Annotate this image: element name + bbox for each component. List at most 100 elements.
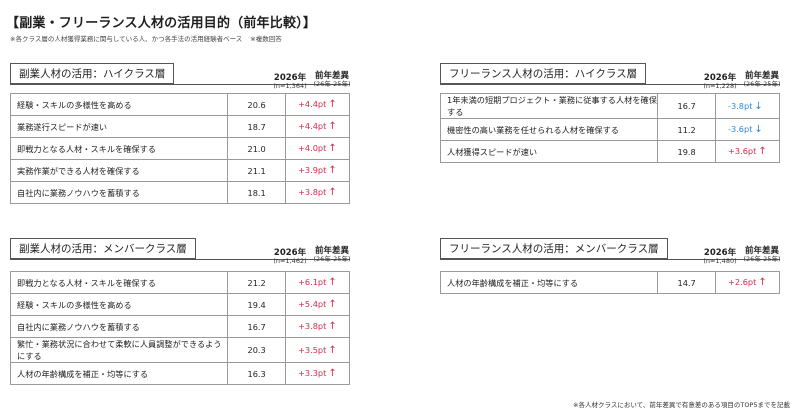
table-row: 人材獲得スピードが速い 19.8 +3.6pt ↑ [439,140,780,163]
row-diff: +5.4pt ↑ [285,293,350,316]
table-row: 経験・スキルの多様性を高める 20.6 +4.4pt ↑ [9,93,350,116]
panel-divider [440,259,780,260]
sample-size: (n=1,364) [273,81,307,90]
data-table: 人材の年齢構成を補正・均等にする 14.7 +2.6pt ↑ [439,271,780,294]
diff-value: +3.8pt [298,187,327,197]
arrow-up-icon: ↑ [328,299,337,310]
row-diff: +4.0pt ↑ [285,137,350,160]
rows: 1年未満の短期プロジェクト・業務に従事する人材を確保する 16.7 -3.8pt ↓ 機… [439,93,780,163]
data-table: 経験・スキルの多様性を高める 20.6 +4.4pt ↑ 業務遂行スピードが速い 18.7… [9,93,350,204]
panel-title: フリーランス人材の活用：ハイクラス層 [440,63,647,84]
row-value: 18.1 [227,181,287,204]
row-diff: +3.9pt ↑ [285,159,350,182]
table-row: 即戦力となる人材・スキルを確保する 21.0 +4.0pt ↑ [9,137,350,160]
arrow-down-icon: ↓ [754,124,763,135]
panel-freelance-member-class: フリーランス人材の活用：メンバークラス層 2026年 (n=1,480) 前年差… [439,237,780,294]
row-diff: +3.6pt ↑ [715,140,780,163]
row-diff: +4.4pt ↑ [285,115,350,138]
row-diff: +6.1pt ↑ [285,271,350,294]
table-row: 人材の年齢構成を補正・均等にする 16.3 +3.3pt ↑ [9,362,350,385]
diff-column-header: 前年差異 (26年-25年) [732,72,792,88]
arrow-up-icon: ↑ [328,321,337,332]
diff-value: +3.6pt [728,146,757,156]
diff-value: +3.8pt [298,321,327,331]
table-row: 1年未満の短期プロジェクト・業務に従事する人材を確保する 16.7 -3.8pt ↓ [439,93,780,119]
arrow-up-icon: ↑ [328,368,337,379]
table-row: 即戦力となる人材・スキルを確保する 21.2 +6.1pt ↑ [9,271,350,294]
diff-value: -3.8pt [728,100,753,111]
multiple-answer-note: ※複数回答 [250,35,282,43]
arrow-up-icon: ↑ [758,277,767,288]
diff-value: +6.1pt [298,277,327,287]
panel-side-job-high-class: 副業人材の活用：ハイクラス層 2026年 (n=1,364) 前年差異 (26年… [9,62,350,204]
arrow-up-icon: ↑ [328,277,337,288]
row-label: 自社内に業務ノウハウを蓄積する [9,315,229,338]
diff-value: +5.4pt [298,299,327,309]
row-value: 19.4 [227,293,287,316]
panel-title: 副業人材の活用：ハイクラス層 [10,63,175,84]
row-value: 16.3 [227,362,287,385]
data-table: 即戦力となる人材・スキルを確保する 21.2 +6.1pt ↑ 経験・スキルの多様性を高… [9,271,350,385]
base-note: ※各クラス層の人材獲得業務に関与している人、かつ各手法の活用経験者ベース ※複数回… [10,33,282,43]
row-value: 11.2 [657,118,717,141]
diff-column-header: 前年差異 (26年-25年) [302,247,362,263]
row-diff: -3.8pt ↓ [715,93,780,119]
table-row: 人材の年齢構成を補正・均等にする 14.7 +2.6pt ↑ [439,271,780,294]
year-column-header: 2026年 (n=1,462) [260,249,320,265]
arrow-up-icon: ↑ [328,143,337,154]
diff-value: +3.3pt [298,368,327,378]
row-diff: +3.5pt ↑ [285,337,350,363]
row-value: 16.7 [227,315,287,338]
row-diff: +2.6pt ↑ [715,271,780,294]
row-value: 21.2 [227,271,287,294]
table-row: 自社内に業務ノウハウを蓄積する 16.7 +3.8pt ↑ [9,315,350,338]
table-row: 自社内に業務ノウハウを蓄積する 18.1 +3.8pt ↑ [9,181,350,204]
year-column-header: 2026年 (n=1,228) [690,74,750,90]
row-label: 業務遂行スピードが速い [9,115,229,138]
row-value: 21.1 [227,159,287,182]
row-diff: +3.3pt ↑ [285,362,350,385]
year-column-header: 2026年 (n=1,480) [690,249,750,265]
row-value: 20.3 [227,337,287,363]
row-value: 18.7 [227,115,287,138]
table-row: 繁忙・業務状況に合わせて柔軟に人員調整ができるようにする 20.3 +3.5pt ↑ [9,337,350,363]
diff-label: 前年差異 [314,71,349,81]
diff-value: +2.6pt [728,277,757,287]
arrow-down-icon: ↓ [754,100,763,112]
table-row: 業務遂行スピードが速い 18.7 +4.4pt ↑ [9,115,350,138]
year-label: 2026年 [703,248,737,258]
rows: 経験・スキルの多様性を高める 20.6 +4.4pt ↑ 業務遂行スピードが速い 18.7… [9,93,350,204]
year-label: 2026年 [273,248,307,258]
row-value: 14.7 [657,271,717,294]
panel-divider [10,84,350,85]
diff-label: 前年差異 [744,246,779,256]
panel-divider [10,259,350,260]
rows: 即戦力となる人材・スキルを確保する 21.2 +6.1pt ↑ 経験・スキルの多様性を高… [9,271,350,385]
arrow-up-icon: ↑ [328,99,337,110]
row-label: 人材獲得スピードが速い [439,140,659,163]
row-value: 21.0 [227,137,287,160]
diff-value: -3.6pt [728,124,753,134]
panel-divider [440,84,780,85]
sample-size: (n=1,228) [703,81,737,90]
diff-value: +4.0pt [298,143,327,153]
year-column-header: 2026年 (n=1,364) [260,74,320,90]
row-diff: +3.8pt ↑ [285,315,350,338]
diff-label: 前年差異 [744,71,779,81]
table-row: 経験・スキルの多様性を高める 19.4 +5.4pt ↑ [9,293,350,316]
table-row: 実務作業ができる人材を確保する 21.1 +3.9pt ↑ [9,159,350,182]
row-label: 実務作業ができる人材を確保する [9,159,229,182]
page-title: 【副業・フリーランス人材の活用目的（前年比較）】 [6,16,317,31]
row-label: 即戦力となる人材・スキルを確保する [9,137,229,160]
row-label: 自社内に業務ノウハウを蓄積する [9,181,229,204]
row-value: 16.7 [657,93,717,119]
panel-title: 副業人材の活用：メンバークラス層 [10,238,196,259]
sample-size: (n=1,480) [703,256,737,265]
panel-title: フリーランス人材の活用：メンバークラス層 [440,238,668,259]
year-label: 2026年 [703,73,737,83]
row-diff: +4.4pt ↑ [285,93,350,116]
row-label: 繁忙・業務状況に合わせて柔軟に人員調整ができるようにする [9,337,229,363]
row-label: 人材の年齢構成を補正・均等にする [439,271,659,294]
rows: 人材の年齢構成を補正・均等にする 14.7 +2.6pt ↑ [439,271,780,294]
diff-sub-label: (26年-25年) [743,254,781,263]
